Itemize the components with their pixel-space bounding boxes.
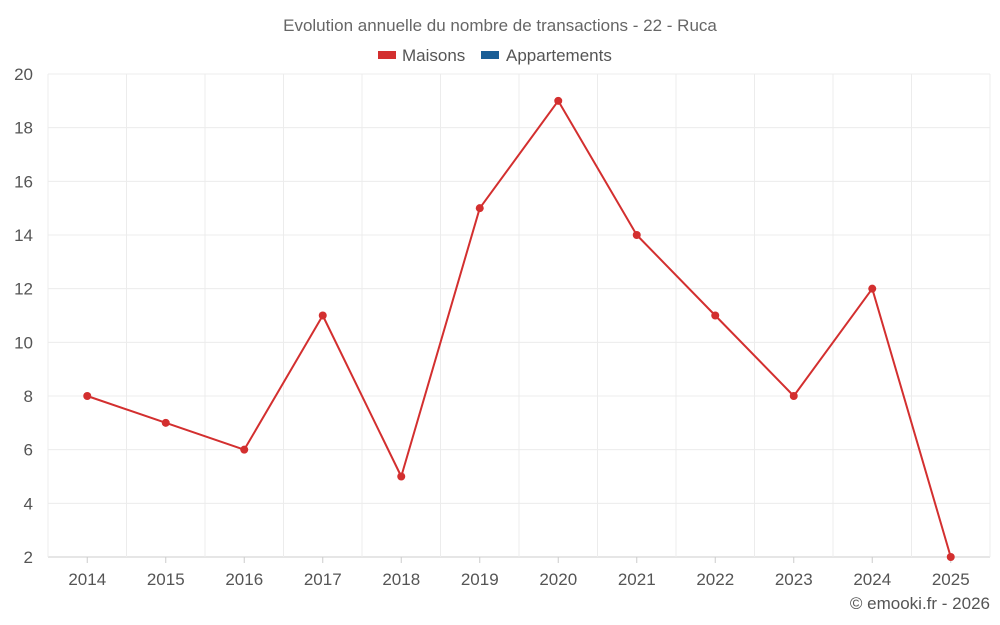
y-tick-label: 20 xyxy=(14,65,33,84)
data-point-maisons[interactable] xyxy=(475,204,484,213)
legend-label-maisons: Maisons xyxy=(402,46,465,65)
credit-text: © emooki.fr - 2026 xyxy=(850,594,990,613)
y-tick-label: 6 xyxy=(24,441,33,460)
series-maisons xyxy=(83,96,955,561)
legend-label-appartements: Appartements xyxy=(506,46,612,65)
data-point-maisons[interactable] xyxy=(318,311,327,320)
series-line-maisons xyxy=(86,99,952,558)
gridlines xyxy=(47,73,991,558)
x-tick-label: 2015 xyxy=(147,570,185,589)
y-tick-label: 16 xyxy=(14,172,33,191)
x-tick-label: 2022 xyxy=(696,570,734,589)
data-point-maisons[interactable] xyxy=(161,418,170,427)
data-point-maisons[interactable] xyxy=(83,392,92,400)
y-tick-label: 2 xyxy=(24,548,33,567)
y-axis: 2 4 6 8 10 12 14 16 18 20 xyxy=(14,65,33,567)
chart-title: Evolution annuelle du nombre de transact… xyxy=(283,16,717,35)
x-axis: 2014 2015 2016 2017 2018 2019 2020 2021 2022 2023… xyxy=(68,557,970,589)
legend-swatch-appartements xyxy=(481,51,499,59)
data-point-maisons[interactable] xyxy=(240,445,249,454)
x-tick-label: 2025 xyxy=(932,570,970,589)
data-point-maisons[interactable] xyxy=(711,311,720,320)
y-tick-label: 18 xyxy=(14,119,33,138)
x-tick-label: 2023 xyxy=(775,570,813,589)
y-tick-label: 8 xyxy=(24,387,33,406)
data-point-maisons[interactable] xyxy=(397,472,406,481)
x-tick-label: 2024 xyxy=(853,570,891,589)
legend-item-maisons[interactable]: Maisons xyxy=(378,46,465,65)
x-tick-label: 2017 xyxy=(304,570,342,589)
y-tick-label: 14 xyxy=(14,226,33,245)
y-tick-label: 10 xyxy=(14,333,33,352)
x-tick-label: 2020 xyxy=(539,570,577,589)
legend: Maisons Appartements xyxy=(378,46,612,65)
y-tick-label: 4 xyxy=(24,494,33,513)
data-point-maisons[interactable] xyxy=(632,231,641,239)
data-point-maisons[interactable] xyxy=(868,284,877,293)
x-tick-label: 2019 xyxy=(461,570,499,589)
data-point-maisons[interactable] xyxy=(789,392,798,400)
x-tick-label: 2021 xyxy=(618,570,656,589)
x-tick-label: 2018 xyxy=(382,570,420,589)
y-tick-label: 12 xyxy=(14,280,33,299)
data-point-maisons[interactable] xyxy=(946,553,955,561)
legend-swatch-maisons xyxy=(378,51,396,59)
legend-item-appartements[interactable]: Appartements xyxy=(481,46,612,65)
x-tick-label: 2014 xyxy=(68,570,106,589)
data-point-maisons[interactable] xyxy=(554,96,563,105)
x-tick-label: 2016 xyxy=(225,570,263,589)
